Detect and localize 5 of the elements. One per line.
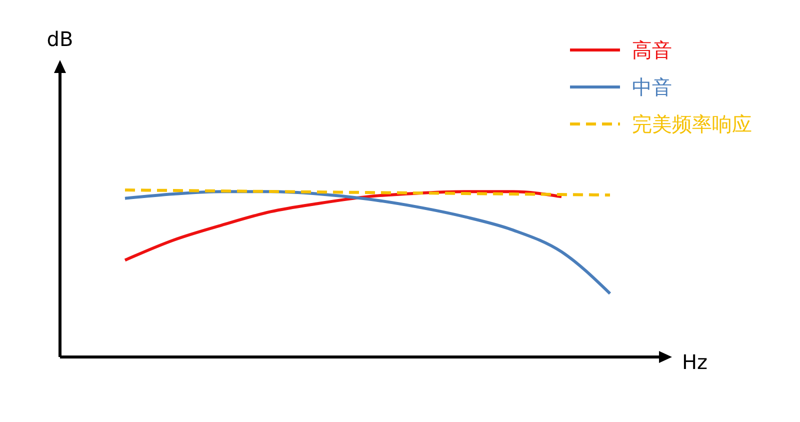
legend-label: 完美频率响应 (632, 112, 752, 136)
legend-label: 高音 (632, 38, 672, 62)
legend-label: 中音 (632, 75, 672, 99)
x-axis-title: Hz (682, 350, 708, 374)
text: dB (46, 27, 74, 51)
